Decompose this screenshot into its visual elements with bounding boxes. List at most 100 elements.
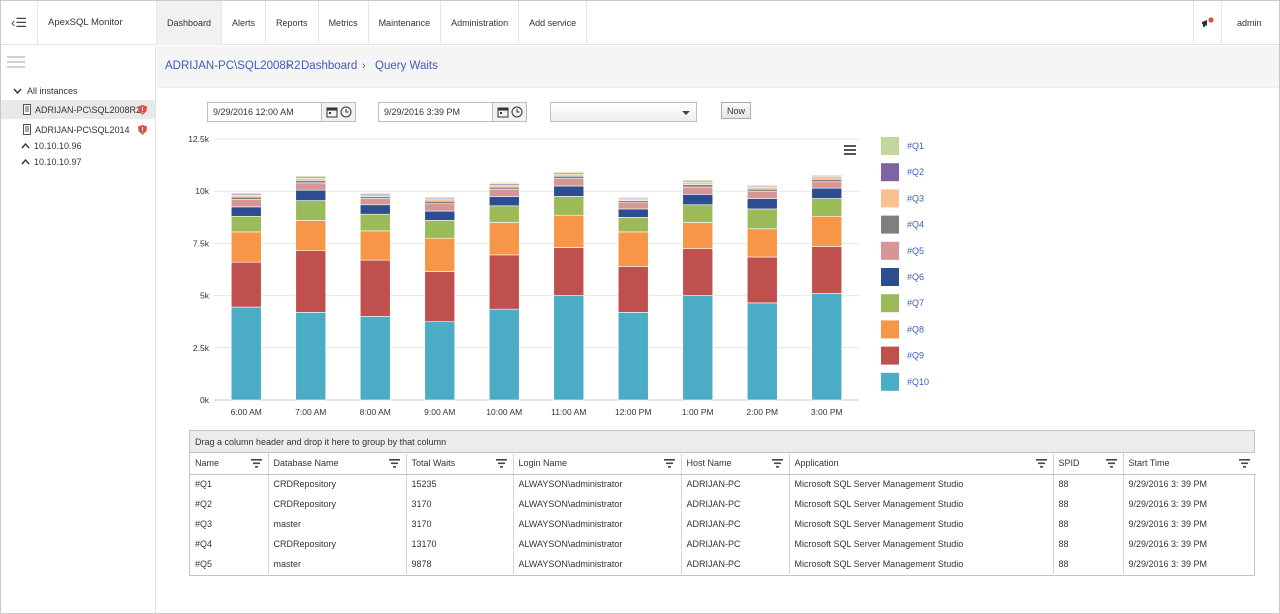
column-header[interactable]: SPID — [1053, 453, 1124, 475]
column-header[interactable]: Login Name — [513, 453, 682, 475]
collapse-menu-button[interactable]: ‹☰ — [1, 1, 38, 45]
bar-segment-qq7[interactable] — [553, 196, 585, 216]
column-header[interactable]: Application — [789, 453, 1054, 475]
bar-segment-qq9[interactable] — [359, 259, 391, 317]
bar-segment-qq3[interactable] — [553, 173, 585, 177]
bar-segment-qq6[interactable] — [553, 185, 585, 197]
bar-segment-qq8[interactable] — [488, 222, 520, 256]
legend-swatch[interactable] — [881, 268, 899, 286]
bar-segment-qq7[interactable] — [617, 217, 649, 233]
notifications-button[interactable] — [1193, 1, 1222, 45]
bar-segment-qq6[interactable] — [295, 189, 327, 201]
bar-segment-qq1[interactable] — [682, 179, 714, 182]
breadcrumb-dashboard[interactable]: Dashboard — [301, 60, 358, 72]
clock-icon[interactable] — [511, 106, 523, 118]
bar-segment-qq7[interactable] — [811, 198, 843, 217]
legend-label[interactable]: #Q10 — [907, 377, 929, 387]
nav-alerts[interactable]: Alerts — [222, 1, 267, 45]
legend-label[interactable]: #Q6 — [907, 272, 924, 282]
nav-dashboard[interactable]: Dashboard — [157, 1, 223, 45]
nav-add-service[interactable]: Add service — [519, 1, 588, 45]
table-row[interactable]: #Q2 CRDRepository 3170 ALWAYSON\administrat… — [190, 494, 1256, 514]
bar-segment-qq4[interactable] — [553, 175, 585, 179]
legend-swatch[interactable] — [881, 320, 899, 339]
bar-segment-qq4[interactable] — [295, 180, 327, 184]
bar-segment-qq7[interactable] — [746, 208, 778, 230]
bar-segment-qq8[interactable] — [811, 215, 843, 247]
bar-segment-qq1[interactable] — [295, 175, 327, 178]
bar-segment-qq1[interactable] — [230, 192, 262, 195]
bar-segment-qq7[interactable] — [488, 205, 520, 223]
breadcrumb-instance[interactable]: ADRIJAN-PC\SQL2008R2 — [165, 60, 301, 72]
bar-segment-qq10[interactable] — [230, 306, 262, 401]
calendar-icon[interactable] — [326, 106, 338, 118]
bar-segment-qq7[interactable] — [295, 200, 327, 221]
bar-segment-qq6[interactable] — [359, 204, 391, 215]
legend-label[interactable]: #Q3 — [907, 193, 924, 203]
bar-segment-qq1[interactable] — [424, 196, 456, 199]
bar-segment-qq3[interactable] — [746, 186, 778, 190]
period-select[interactable] — [550, 102, 697, 122]
bar-segment-qq6[interactable] — [488, 196, 520, 207]
table-row[interactable]: #Q1 CRDRepository 15235 ALWAYSON\administra… — [190, 474, 1256, 494]
nav-reports[interactable]: Reports — [266, 1, 319, 45]
nav-metrics[interactable]: Metrics — [319, 1, 369, 45]
bar-segment-qq10[interactable] — [811, 293, 843, 401]
bar-segment-qq1[interactable] — [746, 184, 778, 187]
legend-label[interactable]: #Q7 — [907, 298, 924, 308]
bar-segment-qq8[interactable] — [424, 237, 456, 272]
legend-swatch[interactable] — [881, 163, 899, 182]
breadcrumb-query-waits[interactable]: Query Waits — [375, 60, 438, 72]
legend-swatch[interactable] — [881, 137, 899, 155]
bar-segment-qq6[interactable] — [617, 208, 649, 218]
filter-icon[interactable] — [1035, 459, 1047, 468]
bar-segment-qq5[interactable] — [424, 203, 456, 212]
bar-segment-qq3[interactable] — [682, 182, 714, 185]
legend-swatch[interactable] — [881, 372, 899, 391]
legend-label[interactable]: #Q4 — [907, 220, 924, 230]
filter-icon[interactable] — [1105, 459, 1117, 468]
bar-segment-qq3[interactable] — [488, 184, 520, 188]
nav-maintenance[interactable]: Maintenance — [369, 1, 442, 45]
filter-icon[interactable] — [250, 459, 262, 468]
bar-segment-qq1[interactable] — [617, 196, 649, 199]
bar-segment-qq8[interactable] — [359, 230, 391, 261]
bar-segment-qq8[interactable] — [230, 231, 262, 263]
bar-segment-qq9[interactable] — [617, 266, 649, 313]
bar-segment-qq7[interactable] — [230, 215, 262, 233]
bar-segment-qq10[interactable] — [746, 302, 778, 401]
sidebar-item-sql2014[interactable]: ADRIJAN-PC\SQL2014 — [1, 120, 155, 139]
bar-segment-qq4[interactable] — [617, 200, 649, 203]
bar-segment-qq5[interactable] — [488, 188, 520, 197]
now-button[interactable]: Now — [721, 102, 751, 119]
bar-segment-qq5[interactable] — [553, 178, 585, 187]
table-row[interactable]: #Q4 CRDRepository 13170 ALWAYSON\administra… — [190, 534, 1256, 554]
tree-root-all-instances[interactable]: All instances — [13, 86, 78, 96]
legend-swatch[interactable] — [881, 346, 899, 365]
calendar-icon[interactable] — [497, 106, 509, 118]
bar-segment-qq10[interactable] — [424, 321, 456, 401]
group-by-drop-zone[interactable]: Drag a column header and drop it here to… — [190, 431, 1254, 453]
bar-segment-qq6[interactable] — [746, 198, 778, 210]
column-header[interactable]: Name — [190, 453, 269, 475]
bar-segment-qq4[interactable] — [359, 196, 391, 199]
bar-segment-qq4[interactable] — [682, 184, 714, 188]
legend-swatch[interactable] — [881, 189, 899, 208]
bar-segment-qq10[interactable] — [682, 295, 714, 401]
bar-segment-qq8[interactable] — [295, 220, 327, 252]
filter-icon[interactable] — [388, 459, 400, 468]
bar-segment-qq4[interactable] — [424, 200, 456, 205]
bar-segment-qq4[interactable] — [811, 178, 843, 183]
bar-segment-qq9[interactable] — [488, 254, 520, 310]
filter-icon[interactable] — [663, 459, 675, 468]
bar-segment-qq6[interactable] — [811, 187, 843, 199]
bar-segment-qq5[interactable] — [359, 198, 391, 206]
bar-segment-qq4[interactable] — [488, 186, 520, 190]
filter-icon[interactable] — [1239, 459, 1250, 468]
bar-segment-qq8[interactable] — [553, 214, 585, 248]
bar-segment-qq9[interactable] — [811, 246, 843, 294]
bar-segment-qq9[interactable] — [682, 248, 714, 296]
bar-segment-qq9[interactable] — [746, 256, 778, 304]
bar-segment-qq5[interactable] — [811, 181, 843, 189]
legend-label[interactable]: #Q1 — [907, 141, 924, 151]
